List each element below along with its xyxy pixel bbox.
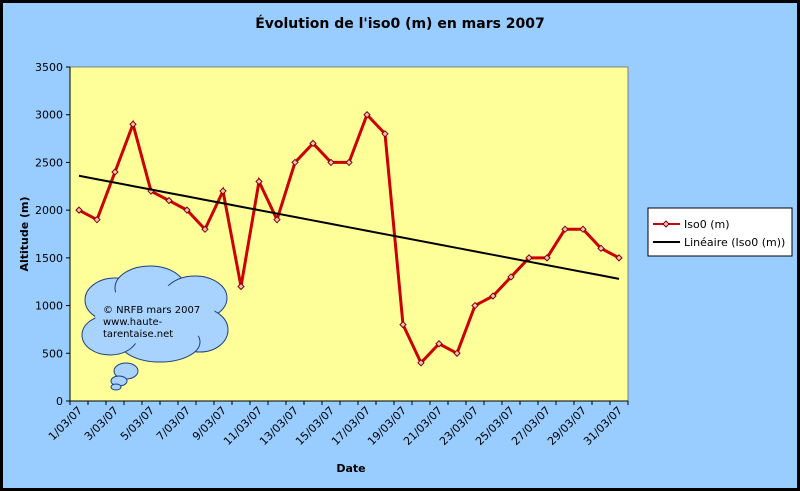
y-tick-label: 2500 (35, 156, 63, 169)
legend-marker (662, 220, 670, 228)
data-point (561, 225, 569, 233)
y-tick-label: 1500 (35, 252, 63, 265)
data-point (507, 273, 515, 281)
data-point (291, 158, 299, 167)
data-point (363, 111, 371, 119)
data-point (435, 340, 443, 348)
data-point (165, 196, 173, 205)
annotation: tarentaise.net (103, 329, 173, 340)
data-point (75, 206, 83, 214)
data-point (471, 301, 479, 310)
data-point (453, 349, 461, 357)
annotation: © NRFB mars 2007 (103, 305, 200, 316)
y-tick-label: 500 (42, 347, 63, 360)
data-point (201, 225, 209, 233)
legend (647, 207, 793, 257)
data-point (129, 120, 137, 128)
data-point (327, 158, 335, 167)
data-point (579, 225, 587, 233)
data-point (183, 206, 191, 214)
data-point (615, 254, 623, 262)
data-point (417, 359, 425, 367)
data-point (273, 215, 281, 224)
data-point (489, 292, 497, 300)
data-point (111, 168, 119, 176)
y-tick-label: 3000 (35, 109, 63, 122)
data-point (345, 158, 353, 167)
y-tick-label: 2000 (35, 204, 63, 217)
data-point (93, 215, 101, 224)
data-point (237, 282, 245, 291)
annotation: www.haute- (103, 317, 163, 328)
data-point (597, 244, 605, 253)
cloud (81, 265, 229, 391)
y-tick-label: 1000 (35, 300, 63, 313)
data-point (255, 177, 263, 186)
y-tick-label: 0 (56, 395, 63, 408)
y-axis-label: Altitude (m) (18, 196, 31, 271)
trend-line (78, 174, 620, 280)
data-point (381, 130, 389, 138)
y-tick-label: 3500 (35, 61, 63, 74)
data-point (399, 320, 407, 329)
data-point (309, 139, 317, 148)
x-axis-label: Date (336, 462, 365, 475)
data-point (219, 187, 227, 195)
chart-title: Évolution de l'iso0 (m) en mars 2007 (255, 15, 545, 32)
legend-label: Iso0 (m) (684, 218, 730, 231)
legend-label: Linéaire (Iso0 (m)) (684, 236, 785, 249)
data-point (543, 254, 551, 262)
